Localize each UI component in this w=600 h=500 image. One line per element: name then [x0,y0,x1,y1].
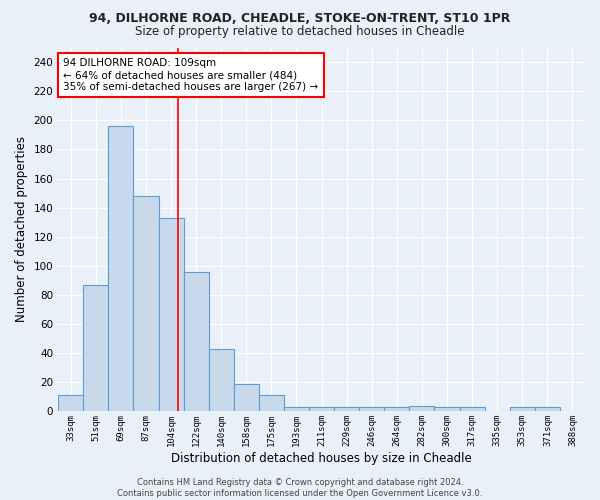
Bar [58,396,83,411]
Text: Contains HM Land Registry data © Crown copyright and database right 2024.
Contai: Contains HM Land Registry data © Crown c… [118,478,482,498]
Text: 94 DILHORNE ROAD: 109sqm
← 64% of detached houses are smaller (484)
35% of semi-: 94 DILHORNE ROAD: 109sqm ← 64% of detach… [64,58,319,92]
Bar [209,349,234,412]
Bar [434,407,460,412]
Bar [234,384,259,411]
Bar [184,272,209,412]
Bar [133,196,158,412]
Bar [158,218,184,412]
Bar [83,285,109,412]
Bar [334,407,359,412]
Bar [109,126,133,412]
Text: Size of property relative to detached houses in Cheadle: Size of property relative to detached ho… [135,25,465,38]
Bar [460,407,485,412]
Y-axis label: Number of detached properties: Number of detached properties [15,136,28,322]
Bar [385,407,409,412]
Text: 94, DILHORNE ROAD, CHEADLE, STOKE-ON-TRENT, ST10 1PR: 94, DILHORNE ROAD, CHEADLE, STOKE-ON-TRE… [89,12,511,26]
X-axis label: Distribution of detached houses by size in Cheadle: Distribution of detached houses by size … [171,452,472,465]
Bar [284,407,309,412]
Bar [409,406,434,411]
Bar [359,407,385,412]
Bar [259,396,284,411]
Bar [309,407,334,412]
Bar [535,407,560,412]
Bar [510,407,535,412]
